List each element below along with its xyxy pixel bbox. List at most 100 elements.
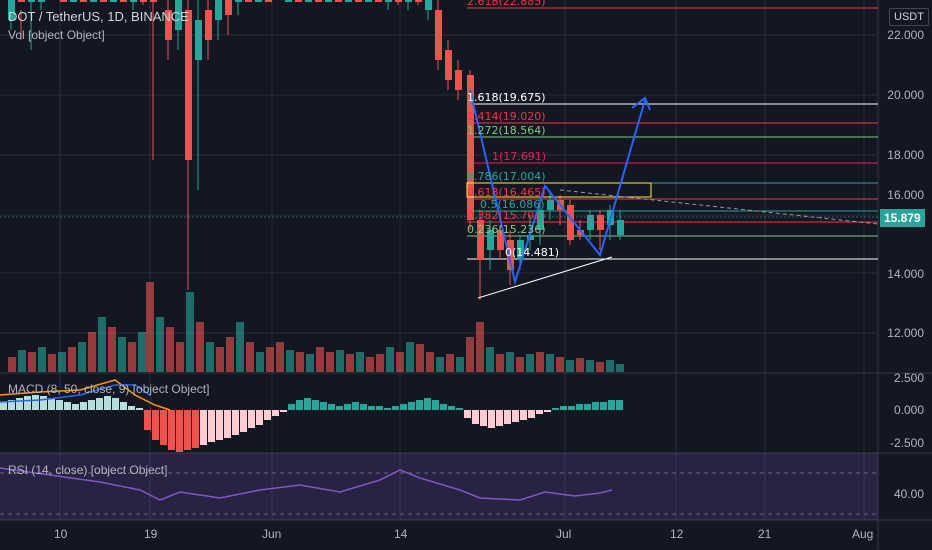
macd-label: 0.000 — [893, 403, 924, 417]
volume-bar — [566, 360, 574, 372]
macd-bar — [208, 410, 215, 442]
candle-body — [130, 0, 137, 2]
macd-bar — [272, 410, 279, 416]
volume-bar — [128, 342, 136, 372]
macd-bar — [488, 410, 495, 428]
fib-label: 0.382(15.703) — [467, 209, 546, 222]
candle-body — [70, 0, 77, 2]
macd-bar — [576, 404, 583, 410]
macd-bar — [168, 410, 175, 450]
volume-bar — [58, 352, 66, 372]
volume-bar — [476, 322, 484, 372]
candle-body — [577, 230, 584, 235]
fib-label: 2.618(22.885) — [467, 0, 546, 8]
candle-body — [18, 0, 25, 2]
trend-line — [559, 189, 879, 225]
macd-bar — [344, 404, 351, 410]
projection-path — [469, 89, 646, 286]
macd-bar — [424, 398, 431, 410]
price-label: 22.000 — [887, 28, 924, 42]
candle-body — [375, 0, 382, 2]
arrow-head — [631, 96, 651, 111]
candle-body — [225, 0, 232, 15]
rsi-line — [0, 467, 613, 501]
macd-bar — [496, 410, 503, 426]
price-label: 18.000 — [887, 148, 924, 162]
macd-bar — [584, 404, 591, 410]
macd-line — [0, 379, 171, 411]
macd-bar — [152, 410, 159, 440]
candle-body — [8, 0, 15, 20]
candle-body — [38, 0, 45, 2]
macd-title[interactable]: MACD (8, 50, close, 9) [object Object] — [8, 382, 210, 396]
macd-bar — [48, 398, 55, 410]
macd-bar — [64, 402, 71, 410]
candlesticks — [8, 0, 624, 300]
macd-bar — [224, 410, 231, 438]
volume-bar — [556, 357, 564, 372]
volume-bar — [406, 342, 414, 372]
candle-body — [567, 205, 574, 240]
macd-bar — [200, 410, 207, 445]
time-label: 21 — [758, 527, 772, 541]
candle-body — [205, 10, 212, 40]
candle-body — [100, 0, 107, 2]
macd-bar — [432, 400, 439, 410]
volume-bar — [386, 347, 394, 372]
volume-bar — [496, 354, 504, 372]
fib-label: 1.272(18.564) — [467, 124, 546, 137]
rsi-title[interactable]: RSI (14, close) [object Object] — [8, 463, 168, 477]
macd-bar — [248, 410, 255, 428]
macd-bar — [72, 404, 79, 410]
macd-bar — [512, 410, 519, 422]
macd-bar — [360, 404, 367, 410]
candle-body — [385, 0, 392, 2]
macd-bar — [104, 396, 111, 410]
volume-bar — [118, 337, 126, 372]
macd-bar — [392, 406, 399, 410]
currency-badge[interactable]: USDT — [889, 8, 929, 26]
macd-bar — [144, 410, 151, 430]
candle-body — [295, 0, 302, 2]
volume-bar — [286, 350, 294, 372]
volume-bar — [426, 352, 434, 372]
time-label: Jul — [556, 527, 572, 541]
volume-bars — [8, 282, 624, 372]
macd-bar — [408, 402, 415, 410]
volume-bar — [236, 322, 244, 372]
macd-bar — [24, 396, 31, 410]
volume-bar — [68, 347, 76, 372]
volume-indicator-title[interactable]: Vol [object Object] — [8, 28, 105, 42]
fib-label: 1(17.691) — [492, 150, 547, 163]
candle-body — [195, 20, 202, 60]
volume-bar — [596, 362, 604, 372]
price-label: 20.000 — [887, 88, 924, 102]
macd-bar — [256, 410, 263, 425]
candle-body — [265, 0, 272, 2]
volume-bar — [506, 352, 514, 372]
volume-bar — [246, 342, 254, 372]
macd-bar — [592, 402, 599, 410]
macd-bar — [416, 400, 423, 410]
candle-body — [60, 0, 67, 2]
volume-bar — [446, 354, 454, 372]
macd-bar — [296, 400, 303, 410]
candle-body — [305, 0, 312, 2]
time-label: Aug — [852, 527, 874, 541]
candle-body — [140, 0, 147, 2]
volume-bar — [416, 344, 424, 372]
macd-bar — [240, 410, 247, 432]
volume-bar — [326, 352, 334, 372]
time-label: 12 — [670, 527, 684, 541]
volume-bar — [156, 317, 164, 372]
symbol-title[interactable]: DOT / TetherUS, 1D, BINANCE — [8, 9, 189, 24]
macd-bar — [504, 410, 511, 424]
candle-body — [415, 0, 422, 2]
macd-bar — [192, 410, 199, 448]
macd-bar — [264, 410, 271, 420]
candle-body — [245, 0, 252, 2]
macd-bar — [40, 396, 47, 410]
candle-body — [150, 0, 157, 2]
